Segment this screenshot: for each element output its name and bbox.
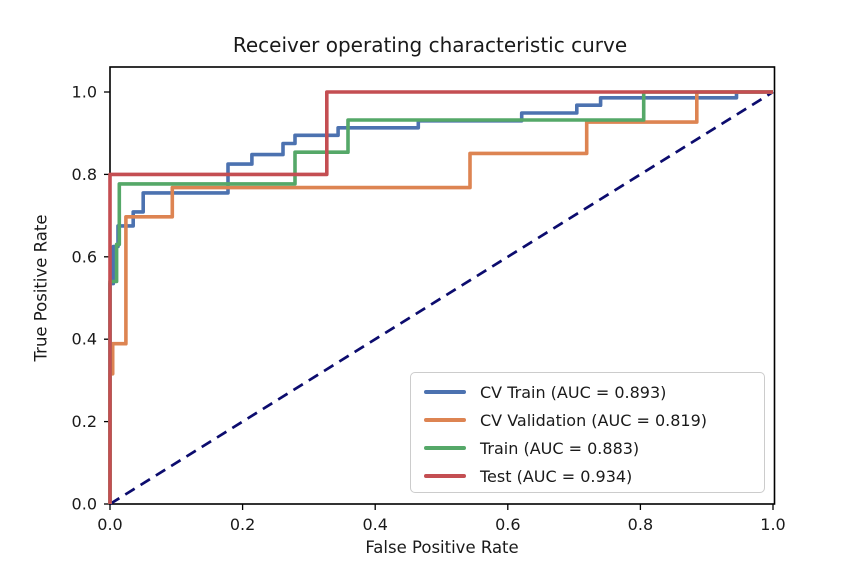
roc-curve-cv-validation	[108, 90, 773, 504]
x-tick-label: 0.0	[97, 515, 122, 534]
legend: CV Train (AUC = 0.893) CV Validation (AU…	[410, 372, 765, 493]
legend-item-train: Train (AUC = 0.883)	[424, 434, 764, 462]
legend-swatch-test	[424, 473, 466, 479]
y-axis-label: True Positive Rate	[31, 214, 51, 362]
x-tick-label: 1.0	[760, 515, 785, 534]
y-tick-label: 1.0	[72, 83, 97, 102]
roc-curve-train	[108, 90, 773, 504]
legend-swatch-train	[424, 445, 466, 451]
x-tick-label: 0.8	[628, 515, 653, 534]
legend-item-cv-validation: CV Validation (AUC = 0.819)	[424, 406, 764, 434]
legend-label-cv-train: CV Train (AUC = 0.893)	[480, 382, 667, 402]
chance-diagonal-line	[109, 90, 774, 506]
x-tick-label: 0.2	[230, 515, 255, 534]
y-tick-label: 0.0	[72, 495, 97, 514]
x-tick-label: 0.6	[495, 515, 520, 534]
y-tick-label: 0.2	[72, 412, 97, 431]
legend-swatch-cv-validation	[424, 417, 466, 423]
legend-label-test: Test (AUC = 0.934)	[480, 466, 633, 486]
x-axis-label: False Positive Rate	[365, 538, 519, 557]
legend-label-train: Train (AUC = 0.883)	[480, 438, 640, 458]
chart-title: Receiver operating characteristic curve	[232, 33, 628, 57]
y-tick-label: 0.8	[72, 165, 97, 184]
legend-label-cv-validation: CV Validation (AUC = 0.819)	[480, 410, 707, 430]
y-tick-label: 0.4	[72, 330, 97, 349]
legend-item-cv-train: CV Train (AUC = 0.893)	[424, 378, 764, 406]
y-tick-label: 0.6	[72, 247, 97, 266]
x-tick-label: 0.4	[362, 515, 387, 534]
legend-item-test: Test (AUC = 0.934)	[424, 462, 764, 490]
legend-swatch-cv-train	[424, 389, 466, 395]
roc-curve-test	[108, 90, 773, 504]
